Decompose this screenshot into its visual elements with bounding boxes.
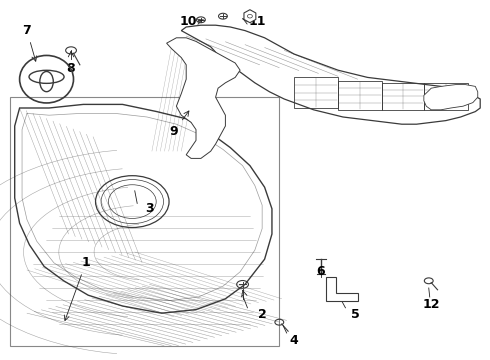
Polygon shape: [167, 38, 240, 158]
Text: 12: 12: [422, 298, 440, 311]
Text: 2: 2: [258, 309, 267, 321]
Polygon shape: [181, 25, 480, 124]
Bar: [294, 77, 338, 108]
Text: 7: 7: [23, 24, 37, 61]
Text: 9: 9: [170, 111, 189, 138]
Polygon shape: [326, 277, 358, 301]
Polygon shape: [244, 10, 256, 23]
Bar: [424, 83, 468, 110]
Text: 4: 4: [290, 334, 298, 347]
Text: 1: 1: [64, 256, 90, 320]
Text: 6: 6: [317, 265, 325, 278]
Polygon shape: [424, 85, 478, 110]
Polygon shape: [15, 104, 272, 313]
Bar: [338, 81, 382, 110]
Text: 3: 3: [145, 202, 154, 215]
Text: 11: 11: [248, 15, 266, 28]
Text: 10: 10: [180, 15, 197, 28]
Text: 8: 8: [67, 62, 75, 75]
Polygon shape: [10, 97, 279, 346]
Text: 5: 5: [351, 309, 360, 321]
Bar: [382, 83, 424, 110]
